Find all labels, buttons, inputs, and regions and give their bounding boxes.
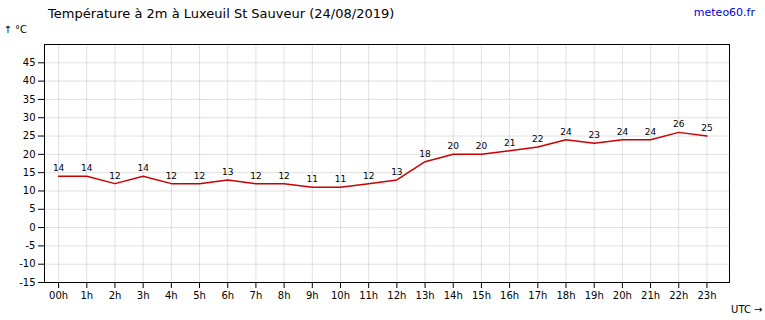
- svg-text:26: 26: [673, 119, 685, 129]
- svg-text:5h: 5h: [193, 290, 206, 301]
- svg-text:8h: 8h: [278, 290, 291, 301]
- svg-text:12: 12: [250, 171, 261, 181]
- svg-text:14: 14: [137, 163, 149, 173]
- svg-text:15: 15: [23, 167, 36, 178]
- svg-text:20: 20: [476, 141, 488, 151]
- svg-text:21: 21: [504, 138, 515, 148]
- svg-text:24: 24: [560, 127, 572, 137]
- svg-text:12: 12: [166, 171, 177, 181]
- svg-text:17h: 17h: [528, 290, 547, 301]
- svg-text:16h: 16h: [500, 290, 519, 301]
- svg-text:24: 24: [645, 127, 657, 137]
- svg-text:↑ °C: ↑ °C: [4, 24, 28, 35]
- svg-text:20h: 20h: [613, 290, 632, 301]
- svg-text:22: 22: [532, 134, 543, 144]
- svg-text:14: 14: [81, 163, 93, 173]
- svg-text:40: 40: [23, 75, 36, 86]
- svg-text:5: 5: [29, 203, 35, 214]
- svg-text:25: 25: [701, 123, 712, 133]
- svg-text:20: 20: [448, 141, 460, 151]
- html-text:meteo60.fr: meteo60.fr: [693, 6, 755, 19]
- svg-text:35: 35: [23, 94, 36, 105]
- svg-text:11: 11: [335, 174, 346, 184]
- svg-text:1h: 1h: [80, 290, 93, 301]
- svg-text:18: 18: [419, 149, 431, 159]
- svg-text:23h: 23h: [697, 290, 716, 301]
- svg-text:12: 12: [278, 171, 289, 181]
- svg-text:9h: 9h: [306, 290, 319, 301]
- svg-text:14: 14: [53, 163, 65, 173]
- svg-text:0: 0: [29, 222, 35, 233]
- svg-text:00h: 00h: [49, 290, 68, 301]
- svg-text:7h: 7h: [250, 290, 263, 301]
- svg-text:20: 20: [23, 149, 36, 160]
- svg-text:30: 30: [23, 112, 36, 123]
- svg-text:18h: 18h: [556, 290, 575, 301]
- svg-text:11: 11: [307, 174, 318, 184]
- svg-text:UTC →: UTC →: [731, 304, 762, 315]
- svg-text:13: 13: [391, 167, 402, 177]
- svg-text:14h: 14h: [444, 290, 463, 301]
- svg-text:24: 24: [617, 127, 629, 137]
- svg-text:-5: -5: [26, 240, 36, 251]
- svg-text:12h: 12h: [387, 290, 406, 301]
- svg-text:19h: 19h: [585, 290, 604, 301]
- svg-text:11h: 11h: [359, 290, 378, 301]
- svg-text:2h: 2h: [109, 290, 122, 301]
- svg-text:12: 12: [194, 171, 205, 181]
- svg-text:10: 10: [23, 185, 36, 196]
- svg-text:12: 12: [109, 171, 120, 181]
- svg-text:12: 12: [363, 171, 374, 181]
- html-text:Température à 2m à Luxeuil St: Température à 2m à Luxeuil St Sauveur (2…: [48, 6, 395, 21]
- svg-text:-10: -10: [19, 258, 35, 269]
- svg-text:13: 13: [222, 167, 233, 177]
- svg-text:10h: 10h: [331, 290, 350, 301]
- svg-text:4h: 4h: [165, 290, 178, 301]
- svg-text:3h: 3h: [137, 290, 150, 301]
- svg-text:13h: 13h: [416, 290, 435, 301]
- svg-text:23: 23: [588, 130, 599, 140]
- svg-text:-15: -15: [19, 277, 35, 288]
- svg-text:6h: 6h: [221, 290, 234, 301]
- svg-text:25: 25: [23, 130, 36, 141]
- svg-text:15h: 15h: [472, 290, 491, 301]
- svg-text:22h: 22h: [669, 290, 688, 301]
- svg-text:45: 45: [23, 57, 36, 68]
- svg-text:21h: 21h: [641, 290, 660, 301]
